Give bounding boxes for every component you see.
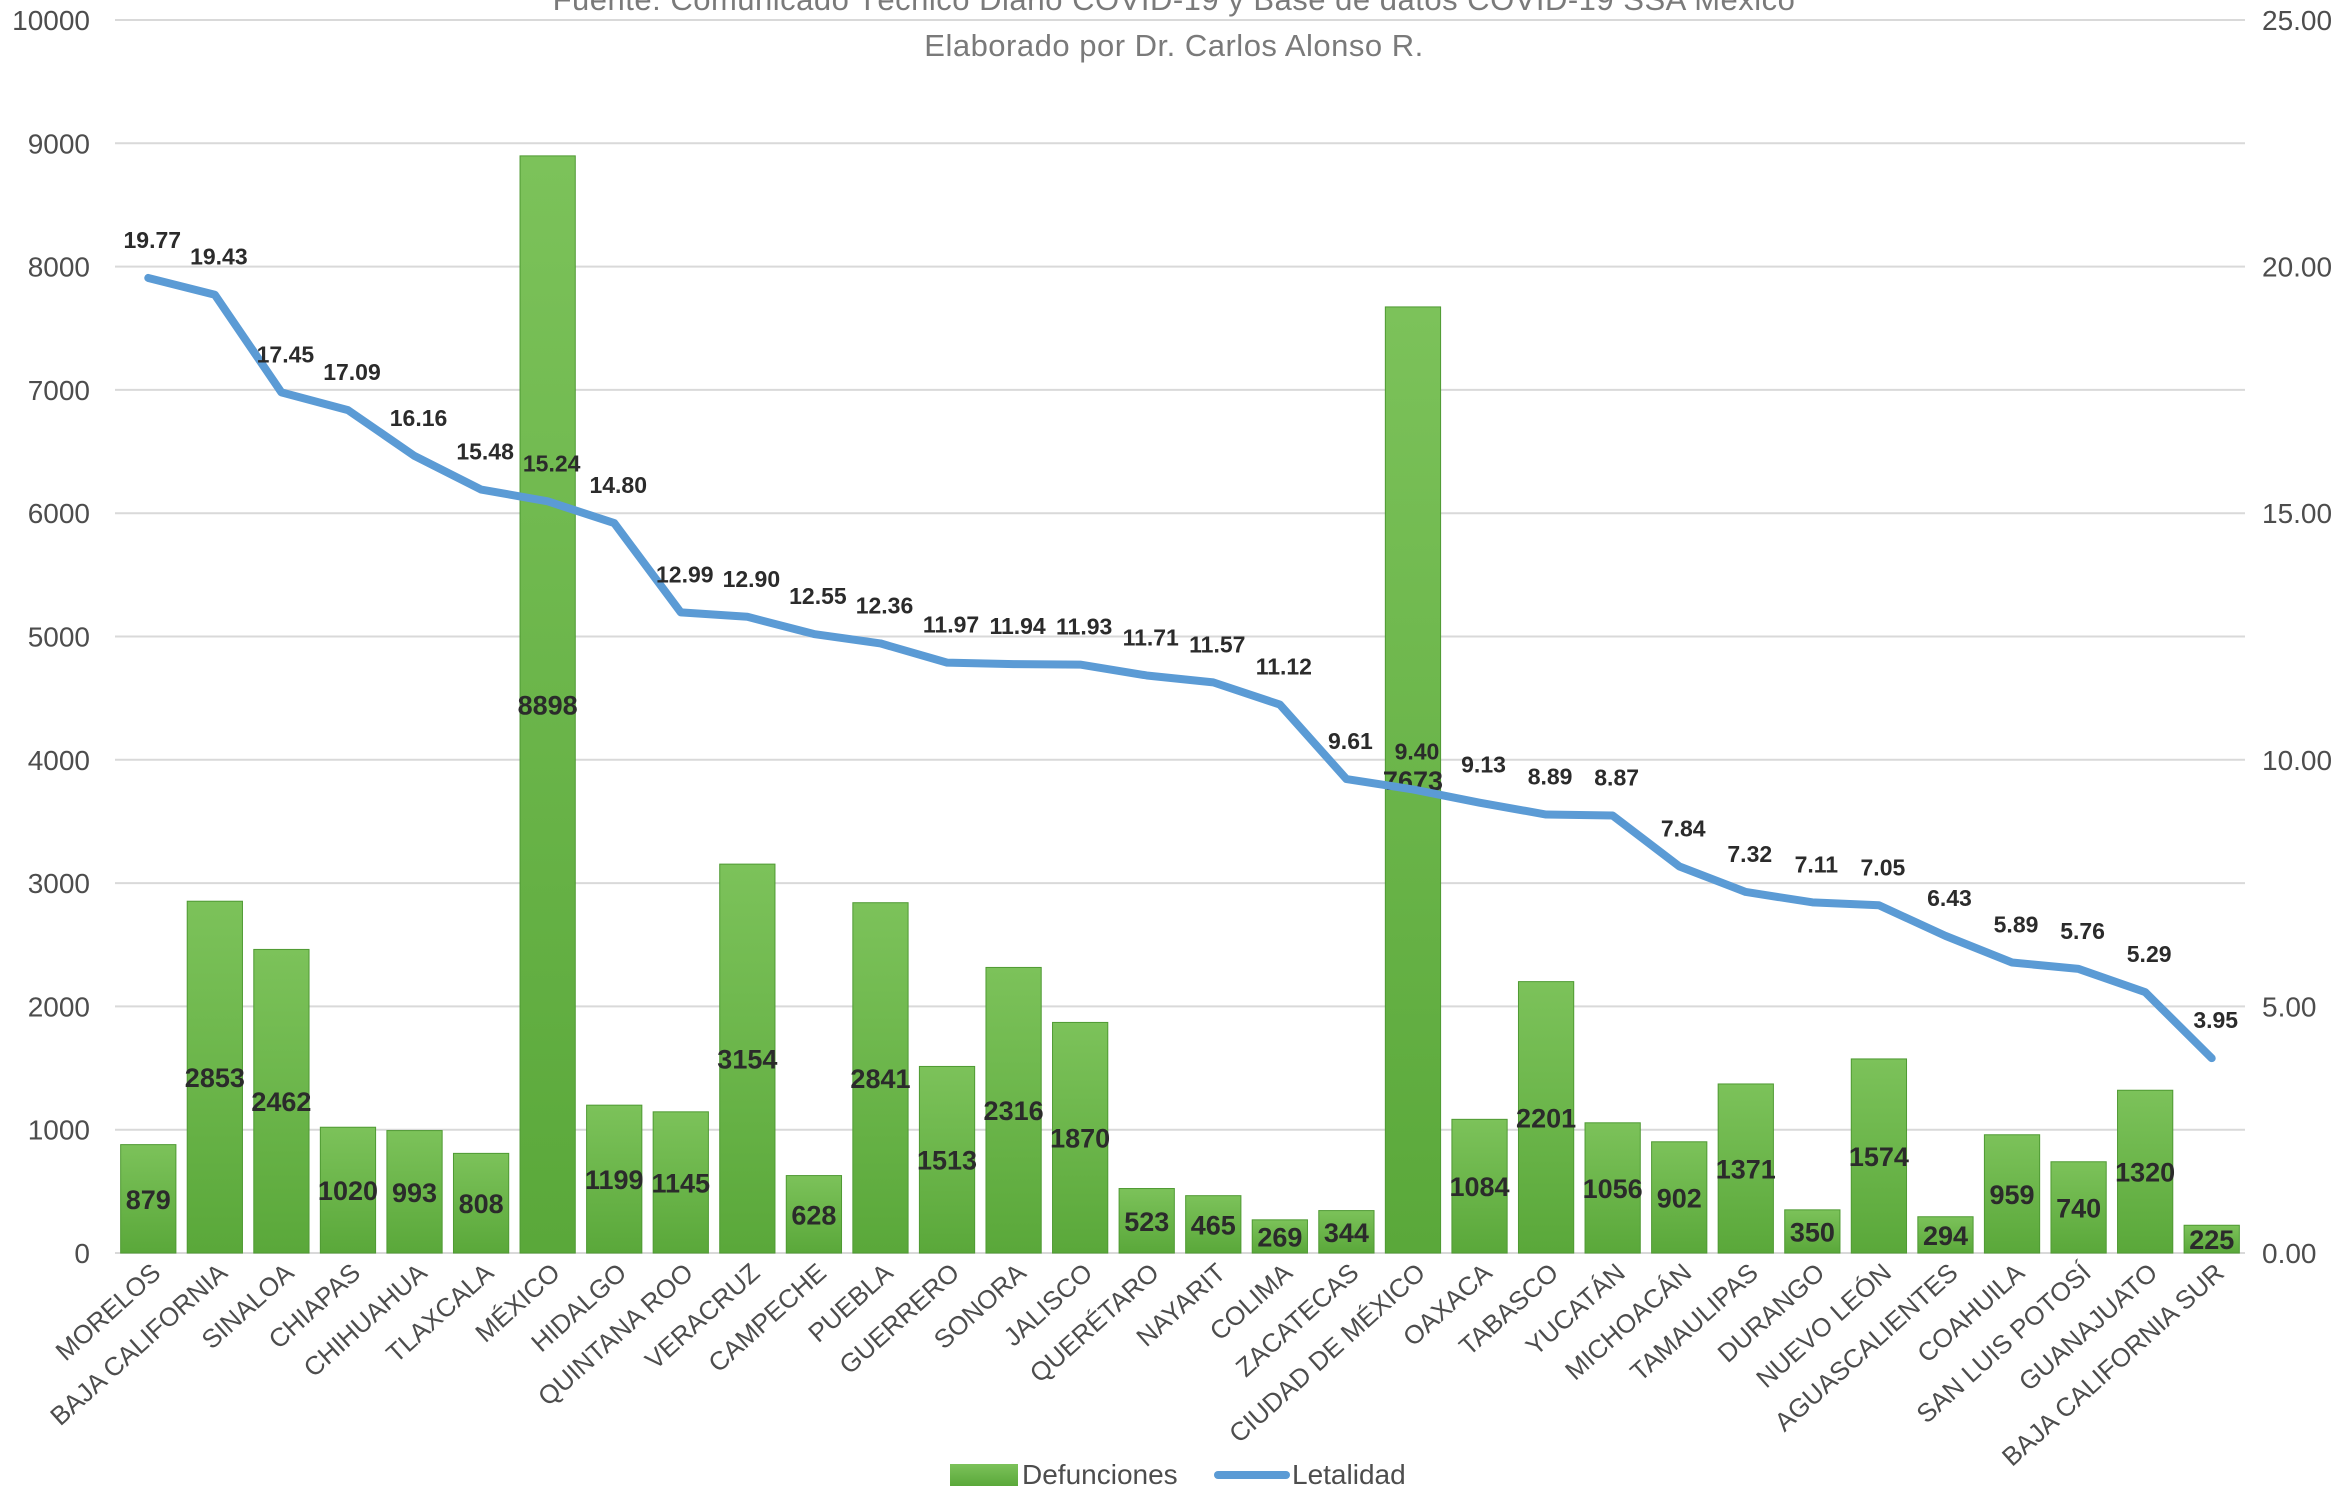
bar-value-label: 2316	[984, 1096, 1044, 1126]
line-value-label: 6.43	[1927, 885, 1972, 911]
line-value-label: 12.90	[723, 566, 781, 592]
left-axis-tick-label: 10000	[12, 5, 90, 36]
bar-value-label: 1513	[917, 1146, 977, 1176]
line-value-label: 7.32	[1727, 841, 1772, 867]
bar-value-label: 1084	[1449, 1172, 1509, 1202]
line-value-label: 19.43	[190, 244, 248, 270]
bar-value-label: 465	[1191, 1210, 1236, 1240]
bar-value-label: 1199	[585, 1165, 644, 1195]
line-value-label: 5.89	[1994, 912, 2039, 938]
right-axis-tick-label: 10.00	[2262, 745, 2332, 776]
line-value-label: 14.80	[589, 472, 647, 498]
bar-value-label: 2853	[185, 1063, 245, 1093]
line-value-label: 12.99	[656, 561, 714, 587]
bar-value-label: 879	[126, 1185, 171, 1215]
line-value-label: 19.77	[124, 227, 182, 253]
line-value-label: 7.84	[1661, 815, 1706, 841]
bar-value-label: 1371	[1716, 1154, 1776, 1184]
line-value-label: 9.40	[1395, 738, 1440, 764]
legend-label-defunciones: Defunciones	[1022, 1459, 1178, 1490]
legend-swatch-defunciones	[950, 1464, 1018, 1486]
legend-label-letalidad: Letalidad	[1292, 1459, 1406, 1490]
bar-value-label: 344	[1324, 1218, 1369, 1248]
bar-value-label: 1320	[2115, 1158, 2175, 1188]
line-letalidad	[148, 278, 2211, 1058]
bar-value-label: 808	[459, 1189, 504, 1219]
bar-value-label: 2201	[1516, 1103, 1576, 1133]
left-axis-tick-label: 9000	[28, 128, 90, 159]
bar-value-label: 902	[1657, 1183, 1702, 1213]
bar-value-label: 2841	[850, 1064, 910, 1094]
left-axis-tick-label: 3000	[28, 868, 90, 899]
line-value-label: 8.89	[1528, 764, 1573, 790]
bar-value-label: 3154	[717, 1045, 777, 1075]
right-axis-tick-label: 25.00	[2262, 5, 2332, 36]
left-axis-tick-label: 1000	[28, 1115, 90, 1146]
left-axis-tick-label: 0	[74, 1238, 90, 1269]
left-axis-tick-label: 5000	[28, 622, 90, 653]
right-axis-tick-label: 20.00	[2262, 252, 2332, 283]
line-value-label: 7.05	[1861, 854, 1906, 880]
bar-value-label: 8898	[518, 690, 578, 720]
line-value-label: 3.95	[2193, 1007, 2238, 1033]
left-axis-tick-label: 7000	[28, 375, 90, 406]
line-value-label: 17.45	[257, 341, 315, 367]
bar-value-label: 628	[791, 1200, 836, 1230]
right-axis-tick-label: 15.00	[2262, 498, 2332, 529]
bar-value-label: 523	[1124, 1207, 1169, 1237]
bar-value-label: 350	[1790, 1217, 1835, 1247]
right-axis-tick-label: 5.00	[2262, 991, 2317, 1022]
line-value-label: 11.93	[1056, 614, 1112, 640]
left-axis-tick-label: 4000	[28, 745, 90, 776]
line-value-label: 17.09	[323, 359, 381, 385]
line-value-label: 9.13	[1461, 752, 1506, 778]
bar-value-label: 1145	[651, 1168, 710, 1198]
line-value-label: 11.97	[923, 612, 979, 638]
left-axis-tick-label: 2000	[28, 991, 90, 1022]
bar-value-label: 1020	[318, 1176, 378, 1206]
line-value-label: 12.36	[856, 592, 914, 618]
left-axis-tick-label: 6000	[28, 498, 90, 529]
line-value-label: 11.57	[1189, 631, 1245, 657]
left-axis-tick-label: 8000	[28, 252, 90, 283]
bar-value-label: 1056	[1583, 1174, 1643, 1204]
line-value-label: 5.76	[2060, 918, 2105, 944]
bar-value-label: 225	[2189, 1225, 2234, 1255]
bar-value-label: 959	[1990, 1180, 2035, 1210]
line-value-label: 16.16	[390, 405, 448, 431]
line-value-label: 11.71	[1123, 624, 1179, 650]
bar-value-label: 2462	[251, 1087, 311, 1117]
right-axis-tick-label: 0.00	[2262, 1238, 2317, 1269]
bar-value-label: 1574	[1849, 1142, 1909, 1172]
line-value-label: 12.55	[789, 583, 847, 609]
bar-value-label: 269	[1257, 1222, 1302, 1252]
line-value-label: 15.48	[456, 439, 514, 465]
bar-value-label: 294	[1923, 1221, 1968, 1251]
line-value-label: 9.61	[1328, 728, 1373, 754]
line-value-label: 8.87	[1594, 765, 1639, 791]
bar-value-label: 740	[2056, 1193, 2101, 1223]
line-value-label: 15.24	[523, 450, 581, 476]
line-value-label: 11.94	[989, 613, 1045, 639]
line-value-label: 7.11	[1795, 851, 1839, 877]
bar-value-label: 1870	[1050, 1124, 1110, 1154]
line-value-label: 5.29	[2127, 941, 2172, 967]
line-value-label: 11.12	[1256, 654, 1312, 680]
bar-value-label: 993	[392, 1178, 437, 1208]
